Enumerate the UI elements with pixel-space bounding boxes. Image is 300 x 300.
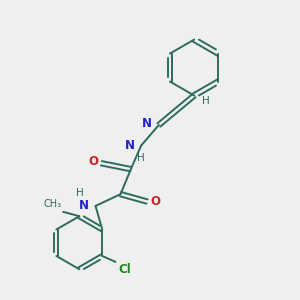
Text: Cl: Cl — [118, 263, 130, 276]
Text: H: H — [137, 153, 145, 163]
Text: H: H — [76, 188, 84, 198]
Text: CH₃: CH₃ — [44, 200, 62, 209]
Text: N: N — [142, 117, 152, 130]
Text: O: O — [88, 155, 98, 168]
Text: O: O — [150, 195, 160, 208]
Text: N: N — [125, 139, 135, 152]
Text: H: H — [202, 96, 210, 106]
Text: N: N — [79, 200, 89, 212]
